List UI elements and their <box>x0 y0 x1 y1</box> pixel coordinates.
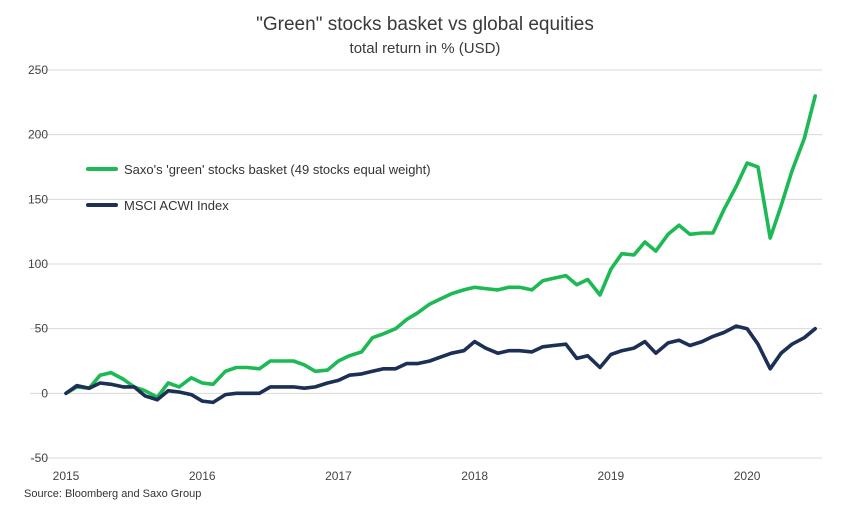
y-tick-label: 100 <box>28 257 48 271</box>
chart-subtitle: total return in % (USD) <box>350 40 501 57</box>
y-tick-label: -50 <box>31 451 49 465</box>
x-tick-label: 2020 <box>734 469 761 483</box>
series-lines <box>64 94 818 405</box>
series-line-green-basket <box>64 94 818 400</box>
series-line-msci-acwi <box>64 324 818 405</box>
y-tick-label: 0 <box>41 386 48 400</box>
y-tick-label: 250 <box>28 63 48 77</box>
legend-label-green-basket: Saxo's 'green' stocks basket (49 stocks … <box>124 162 431 177</box>
x-axis-ticks: 2015 2016 2017 2018 2019 2020 <box>53 469 761 483</box>
x-tick-label: 2017 <box>325 469 352 483</box>
y-tick-label: 200 <box>28 128 48 142</box>
gridlines <box>30 69 822 459</box>
chart-title: "Green" stocks basket vs global equities <box>256 14 594 35</box>
y-tick-label: 50 <box>35 322 49 336</box>
x-tick-label: 2015 <box>53 469 80 483</box>
y-tick-label: 150 <box>28 192 48 206</box>
x-tick-label: 2019 <box>598 469 625 483</box>
legend-label-msci-acwi: MSCI ACWI Index <box>124 198 229 213</box>
x-tick-label: 2016 <box>189 469 216 483</box>
x-tick-label: 2018 <box>461 469 488 483</box>
legend: Saxo's 'green' stocks basket (49 stocks … <box>86 162 431 213</box>
y-axis-ticks: -50 0 50 100 150 200 250 <box>28 63 48 465</box>
source-note: Source: Bloomberg and Saxo Group <box>24 488 201 500</box>
